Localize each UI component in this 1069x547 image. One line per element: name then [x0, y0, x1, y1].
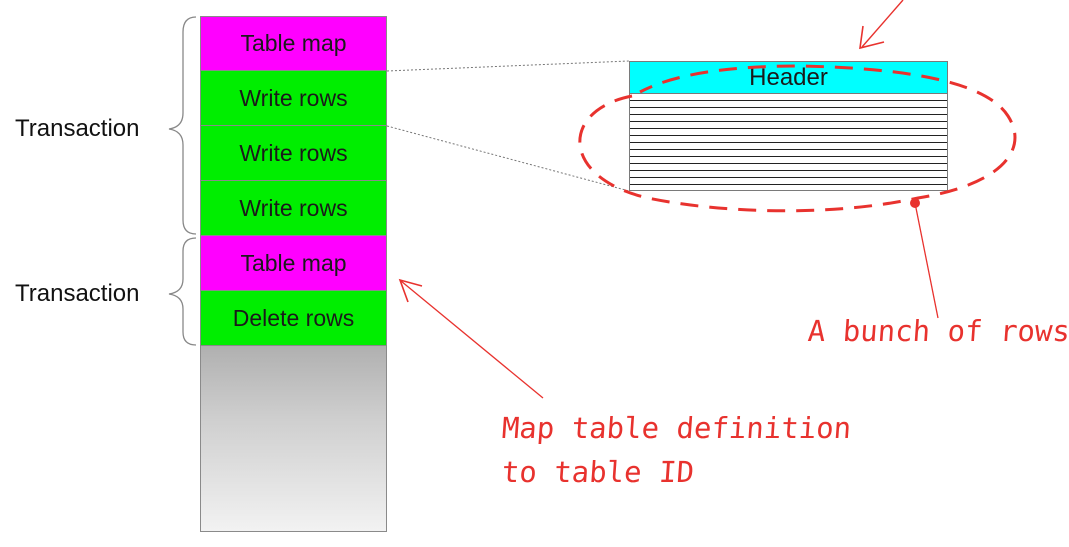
- table-map-pointer-arrow: [400, 280, 544, 399]
- event-rows-body: [629, 94, 948, 191]
- table-map-pointer-arrowhead: [398, 278, 423, 303]
- table-map-event: Table map: [200, 236, 387, 291]
- transaction-brace: [168, 237, 197, 346]
- table-map-event: Table map: [200, 16, 387, 71]
- zoom-connector-line: [386, 60, 630, 72]
- transaction-label: Transaction: [15, 280, 140, 307]
- binlog-event-stack: Table map Write rows Write rows Write ro…: [200, 16, 387, 532]
- rows-pointer-line: [914, 202, 939, 319]
- header-pointer-arrow: [861, 0, 904, 48]
- write-rows-event: Write rows: [200, 126, 387, 181]
- rows-annotation: A bunch of rows: [806, 314, 1069, 348]
- header-pointer-arrowhead: [859, 25, 885, 50]
- rows-pointer-dot: [910, 198, 920, 208]
- write-rows-event: Write rows: [200, 71, 387, 126]
- delete-rows-event: Delete rows: [200, 291, 387, 346]
- zoom-connector-line: [386, 125, 630, 192]
- table-map-annotation-line1: Map table definition: [500, 411, 853, 445]
- write-rows-event: Write rows: [200, 181, 387, 236]
- transaction-label: Transaction: [15, 115, 140, 142]
- remaining-log-fade: [200, 346, 387, 532]
- table-map-annotation-line2: to table ID: [500, 455, 696, 489]
- rows-highlight-ellipse: [578, 64, 1017, 213]
- transaction-brace: [168, 16, 197, 235]
